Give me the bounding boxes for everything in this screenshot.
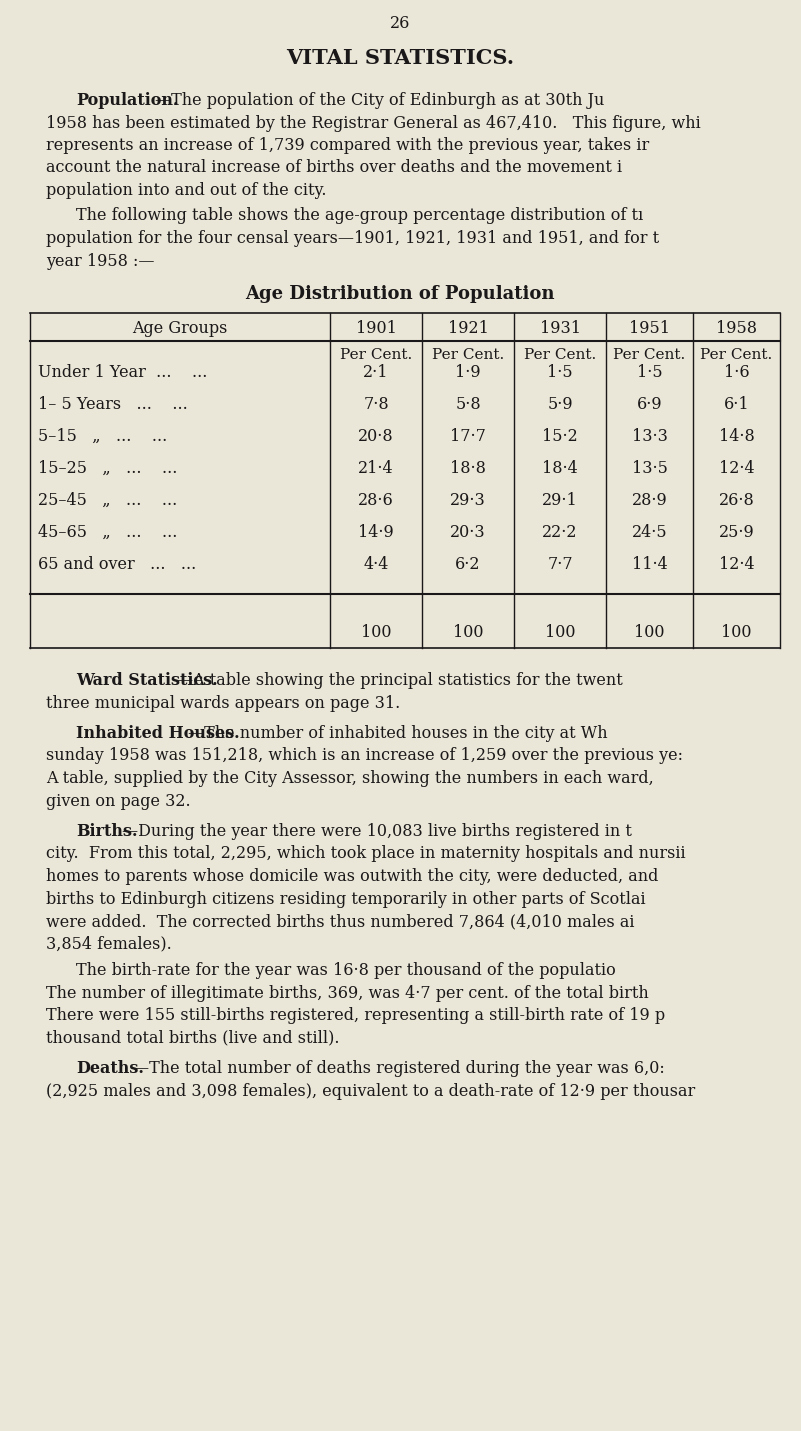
Text: Ward Statistics.: Ward Statistics. [76, 673, 218, 688]
Text: 1921: 1921 [448, 321, 489, 336]
Text: 14·8: 14·8 [718, 428, 755, 445]
Text: 24·5: 24·5 [632, 524, 667, 541]
Text: 18·4: 18·4 [542, 459, 578, 477]
Text: VITAL STATISTICS.: VITAL STATISTICS. [286, 49, 514, 69]
Text: 7·7: 7·7 [547, 557, 573, 572]
Text: Under 1 Year  ...    ...: Under 1 Year ... ... [38, 363, 207, 381]
Text: 29·1: 29·1 [542, 492, 578, 509]
Text: sunday 1958 was 151,218, which is an increase of 1,259 over the previous ye:: sunday 1958 was 151,218, which is an inc… [46, 747, 683, 764]
Text: 1901: 1901 [356, 321, 396, 336]
Text: 20·3: 20·3 [450, 524, 486, 541]
Text: Age Distribution of Population: Age Distribution of Population [245, 285, 555, 303]
Text: Per Cent.: Per Cent. [432, 348, 504, 362]
Text: represents an increase of 1,739 compared with the previous year, takes ir: represents an increase of 1,739 compared… [46, 137, 650, 155]
Text: 6·9: 6·9 [637, 396, 662, 414]
Text: 45–65   „   ...    ...: 45–65 „ ... ... [38, 524, 177, 541]
Text: 100: 100 [721, 624, 752, 641]
Text: 28·9: 28·9 [632, 492, 667, 509]
Text: 26·8: 26·8 [718, 492, 755, 509]
Text: —The population of the City of Edinburgh as at 30th Ju: —The population of the City of Edinburgh… [155, 92, 605, 109]
Text: 6·1: 6·1 [723, 396, 749, 414]
Text: 100: 100 [545, 624, 575, 641]
Text: 15·2: 15·2 [542, 428, 578, 445]
Text: city.  From this total, 2,295, which took place in maternity hospitals and nursi: city. From this total, 2,295, which took… [46, 846, 686, 863]
Text: 100: 100 [360, 624, 391, 641]
Text: 3,854 females).: 3,854 females). [46, 936, 171, 953]
Text: 6·2: 6·2 [455, 557, 481, 572]
Text: Deaths.: Deaths. [76, 1060, 144, 1078]
Text: (2,925 males and 3,098 females), equivalent to a death-rate of 12·9 per thousar: (2,925 males and 3,098 females), equival… [46, 1082, 695, 1099]
Text: 11·4: 11·4 [632, 557, 667, 572]
Text: 1951: 1951 [629, 321, 670, 336]
Text: The following table shows the age-group percentage distribution of tı: The following table shows the age-group … [76, 207, 643, 225]
Text: 13·5: 13·5 [631, 459, 667, 477]
Text: Births.: Births. [76, 823, 138, 840]
Text: The number of illegitimate births, 369, was 4·7 per cent. of the total birth: The number of illegitimate births, 369, … [46, 985, 649, 1002]
Text: 29·3: 29·3 [450, 492, 486, 509]
Text: A table, supplied by the City Assessor, showing the numbers in each ward,: A table, supplied by the City Assessor, … [46, 770, 654, 787]
Text: There were 155 still-births registered, representing a still-birth rate of 19 p: There were 155 still-births registered, … [46, 1007, 665, 1025]
Text: 18·8: 18·8 [450, 459, 486, 477]
Text: 12·4: 12·4 [718, 557, 755, 572]
Text: Inhabited Houses.: Inhabited Houses. [76, 726, 239, 743]
Text: The birth-rate for the year was 16·8 per thousand of the populatio: The birth-rate for the year was 16·8 per… [76, 962, 616, 979]
Text: were added.  The corrected births thus numbered 7,864 (4,010 males ai: were added. The corrected births thus nu… [46, 913, 634, 930]
Text: —During the year there were 10,083 live births registered in t: —During the year there were 10,083 live … [122, 823, 632, 840]
Text: 2·1: 2·1 [363, 363, 388, 381]
Text: homes to parents whose domicile was outwith the city, were deducted, and: homes to parents whose domicile was outw… [46, 869, 658, 884]
Text: three municipal wards appears on page 31.: three municipal wards appears on page 31… [46, 694, 400, 711]
Text: Population.: Population. [76, 92, 179, 109]
Text: 5·9: 5·9 [547, 396, 573, 414]
Text: 22·2: 22·2 [542, 524, 578, 541]
Text: Per Cent.: Per Cent. [524, 348, 596, 362]
Text: 1·5: 1·5 [547, 363, 573, 381]
Text: 1·6: 1·6 [723, 363, 749, 381]
Text: —The total number of deaths registered during the year was 6,0:: —The total number of deaths registered d… [133, 1060, 665, 1078]
Text: —A table showing the principal statistics for the twent: —A table showing the principal statistic… [177, 673, 622, 688]
Text: 20·8: 20·8 [358, 428, 394, 445]
Text: Per Cent.: Per Cent. [340, 348, 413, 362]
Text: 14·9: 14·9 [358, 524, 394, 541]
Text: Per Cent.: Per Cent. [700, 348, 773, 362]
Text: 1– 5 Years   ...    ...: 1– 5 Years ... ... [38, 396, 187, 414]
Text: 25–45   „   ...    ...: 25–45 „ ... ... [38, 492, 177, 509]
Text: 100: 100 [634, 624, 665, 641]
Text: 5·8: 5·8 [455, 396, 481, 414]
Text: 1·5: 1·5 [637, 363, 662, 381]
Text: 5–15   „   ...    ...: 5–15 „ ... ... [38, 428, 167, 445]
Text: 1958 has been estimated by the Registrar General as 467,410.   This figure, whi: 1958 has been estimated by the Registrar… [46, 114, 701, 132]
Text: Per Cent.: Per Cent. [614, 348, 686, 362]
Text: 13·3: 13·3 [631, 428, 667, 445]
Text: population into and out of the city.: population into and out of the city. [46, 182, 327, 199]
Text: 1958: 1958 [716, 321, 757, 336]
Text: 21·4: 21·4 [358, 459, 394, 477]
Text: 26: 26 [390, 14, 410, 31]
Text: year 1958 :—: year 1958 :— [46, 252, 155, 269]
Text: 15–25   „   ...    ...: 15–25 „ ... ... [38, 459, 177, 477]
Text: 4·4: 4·4 [364, 557, 388, 572]
Text: 25·9: 25·9 [718, 524, 755, 541]
Text: 28·6: 28·6 [358, 492, 394, 509]
Text: 65 and over   ...   ...: 65 and over ... ... [38, 557, 196, 572]
Text: 1·9: 1·9 [455, 363, 481, 381]
Text: births to Edinburgh citizens residing temporarily in other parts of Scotlai: births to Edinburgh citizens residing te… [46, 890, 646, 907]
Text: 7·8: 7·8 [363, 396, 388, 414]
Text: 12·4: 12·4 [718, 459, 755, 477]
Text: thousand total births (live and still).: thousand total births (live and still). [46, 1029, 340, 1046]
Text: given on page 32.: given on page 32. [46, 793, 191, 810]
Text: population for the four censal years—1901, 1921, 1931 and 1951, and for t: population for the four censal years—190… [46, 230, 659, 248]
Text: 1931: 1931 [540, 321, 581, 336]
Text: 100: 100 [453, 624, 483, 641]
Text: account the natural increase of births over deaths and the movement i: account the natural increase of births o… [46, 159, 622, 176]
Text: Age Groups: Age Groups [132, 321, 227, 336]
Text: —The number of inhabited houses in the city at Wh: —The number of inhabited houses in the c… [188, 726, 608, 743]
Text: 17·7: 17·7 [450, 428, 486, 445]
